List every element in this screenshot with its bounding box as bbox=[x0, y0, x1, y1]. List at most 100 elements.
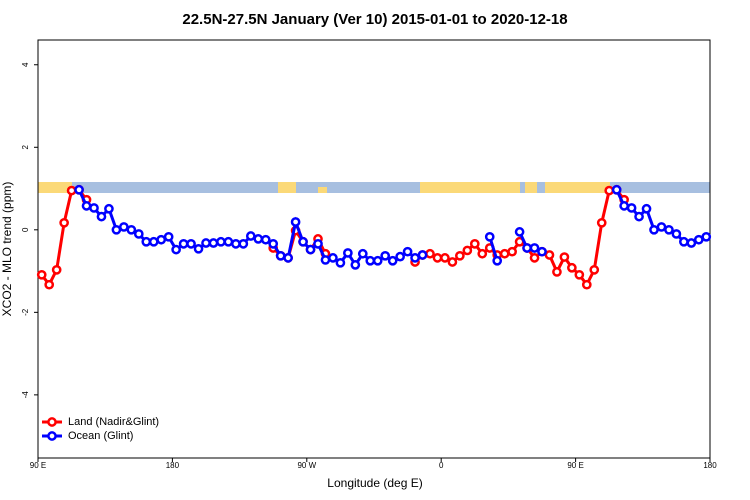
data-point bbox=[141, 236, 152, 247]
data-point bbox=[238, 238, 249, 249]
legend-label: Land (Nadir&Glint) bbox=[68, 416, 159, 428]
data-point bbox=[372, 255, 383, 266]
data-point bbox=[148, 236, 159, 247]
data-point bbox=[89, 203, 99, 213]
data-point bbox=[686, 238, 697, 248]
data-point bbox=[432, 253, 443, 263]
data-point bbox=[96, 211, 107, 222]
data-point bbox=[567, 262, 577, 273]
series-line bbox=[77, 189, 707, 268]
data-point bbox=[268, 238, 279, 249]
chart-title: 22.5N-27.5N January (Ver 10) 2015-01-01 … bbox=[182, 11, 567, 28]
series-line bbox=[40, 188, 626, 288]
data-point bbox=[119, 222, 129, 232]
data-point bbox=[492, 255, 503, 266]
data-point bbox=[186, 238, 196, 249]
data-point bbox=[671, 229, 682, 239]
data-point bbox=[201, 238, 211, 248]
data-point bbox=[156, 234, 167, 245]
data-point bbox=[171, 244, 181, 255]
data-point bbox=[641, 203, 652, 214]
data-point bbox=[275, 250, 286, 261]
data-point bbox=[290, 217, 301, 227]
data-point bbox=[440, 253, 450, 263]
data-point bbox=[395, 251, 405, 262]
legend-swatch-marker bbox=[47, 431, 57, 441]
data-point bbox=[693, 234, 704, 245]
data-point bbox=[380, 250, 391, 261]
data-point bbox=[178, 238, 189, 249]
data-point bbox=[74, 184, 84, 195]
data-point bbox=[544, 250, 555, 260]
data-point bbox=[111, 224, 122, 235]
data-point bbox=[387, 255, 398, 266]
data-point bbox=[559, 252, 570, 262]
x-tick-label: 90 E bbox=[30, 461, 46, 470]
data-point bbox=[522, 243, 532, 253]
data-point bbox=[529, 243, 540, 253]
plot-frame bbox=[37, 39, 711, 459]
data-point bbox=[231, 238, 241, 249]
data-point bbox=[328, 253, 338, 263]
data-point bbox=[104, 203, 114, 214]
data-point bbox=[133, 229, 144, 239]
y-axis-title: XCO2 - MLO trend (ppm) bbox=[0, 182, 14, 317]
data-point bbox=[81, 201, 92, 211]
data-point bbox=[283, 253, 293, 263]
data-point bbox=[447, 257, 458, 267]
data-point bbox=[417, 250, 428, 260]
y-tick-label: -2 bbox=[21, 308, 30, 316]
data-point bbox=[163, 231, 174, 242]
data-point bbox=[193, 243, 204, 254]
x-tick-label: 0 bbox=[439, 461, 444, 470]
data-point bbox=[529, 253, 540, 263]
y-tick-label: 4 bbox=[21, 62, 30, 67]
data-point bbox=[537, 246, 547, 257]
map-strip bbox=[38, 182, 710, 193]
x-tick-label: 180 bbox=[166, 461, 180, 470]
data-point bbox=[507, 246, 517, 257]
data-point bbox=[51, 264, 62, 275]
data-point bbox=[596, 217, 607, 228]
data-point bbox=[619, 201, 629, 211]
data-point bbox=[343, 248, 353, 258]
data-point bbox=[59, 217, 69, 228]
data-point bbox=[514, 227, 525, 237]
data-point bbox=[320, 255, 331, 265]
data-point bbox=[477, 248, 488, 259]
data-point bbox=[484, 231, 495, 242]
data-point bbox=[260, 234, 271, 245]
data-point bbox=[305, 244, 316, 255]
x-tick-label: 90 E bbox=[567, 461, 583, 470]
data-point bbox=[313, 238, 323, 249]
data-point bbox=[216, 236, 226, 247]
y-tick-label: 0 bbox=[21, 227, 30, 232]
x-axis-title: Longitude (deg E) bbox=[327, 476, 422, 490]
data-point bbox=[410, 253, 420, 263]
data-point bbox=[298, 236, 308, 247]
data-point bbox=[44, 279, 55, 290]
data-point bbox=[679, 236, 689, 247]
data-point bbox=[499, 248, 510, 259]
x-tick-label: 180 bbox=[703, 461, 717, 470]
data-point bbox=[589, 264, 600, 275]
x-tick-label: 90 W bbox=[297, 461, 316, 470]
data-point bbox=[126, 224, 137, 235]
data-point bbox=[552, 267, 562, 277]
data-point bbox=[223, 236, 234, 247]
data-point bbox=[634, 211, 644, 222]
data-point bbox=[402, 246, 413, 257]
data-point bbox=[455, 250, 465, 261]
data-point bbox=[357, 248, 368, 259]
data-point bbox=[664, 224, 674, 235]
data-point bbox=[365, 255, 376, 266]
data-point bbox=[656, 222, 667, 232]
data-point bbox=[462, 245, 473, 256]
data-point bbox=[253, 234, 264, 244]
data-point bbox=[36, 269, 47, 280]
data-point bbox=[604, 185, 615, 196]
data-point bbox=[626, 203, 637, 213]
legend-swatch-marker bbox=[47, 417, 57, 427]
data-point bbox=[350, 260, 361, 270]
data-point bbox=[469, 238, 480, 249]
